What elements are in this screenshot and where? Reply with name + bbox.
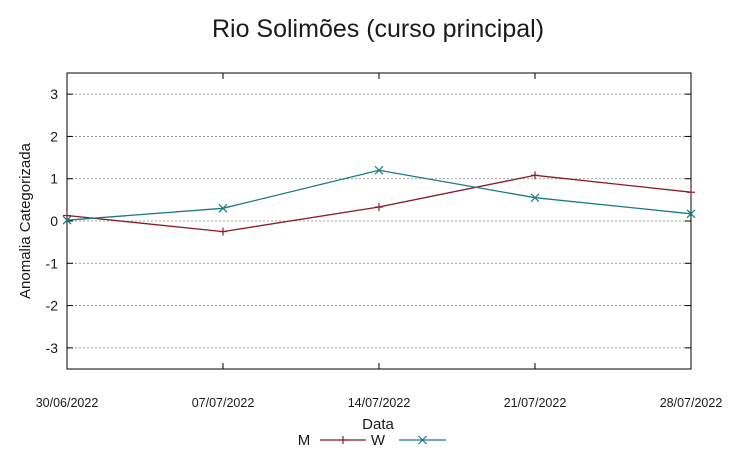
x-tick-label: 14/07/2022 [348, 396, 411, 410]
data-point-w [62, 215, 72, 225]
y-axis-label: Anomalia Categorizada [17, 142, 34, 299]
chart-title: Rio Solimões (curso principal) [212, 15, 544, 43]
data-point-w [218, 203, 228, 213]
x-tick-label: 07/07/2022 [192, 396, 255, 410]
data-point-m [687, 188, 695, 197]
y-tick-label: -2 [46, 298, 59, 314]
x-axis: 30/06/2022 07/07/2022 14/07/2022 21/07/2022… [36, 73, 723, 410]
data-point-w [530, 193, 540, 203]
data-point-m [531, 171, 539, 180]
x-tick-label: 30/06/2022 [36, 396, 99, 410]
x-tick-label: 28/07/2022 [660, 396, 723, 410]
series-group [62, 165, 696, 236]
y-tick-label: 2 [50, 128, 58, 144]
data-point-m [219, 227, 227, 236]
y-tick-label: -3 [46, 340, 59, 356]
data-point-m [63, 211, 71, 220]
x-axis-label: Data [362, 416, 394, 433]
y-tick-label: 3 [50, 86, 58, 102]
data-point-m [375, 203, 383, 212]
data-point-w [686, 209, 696, 219]
y-tick-label: -1 [46, 255, 59, 271]
legend-marker-m [339, 436, 347, 444]
data-point-w [374, 165, 384, 175]
y-tick-label: 0 [50, 213, 58, 229]
grid [67, 93, 691, 349]
legend-marker-w [418, 435, 427, 445]
legend-label-w: W [371, 432, 386, 449]
y-tick-label: 1 [50, 171, 58, 187]
x-tick-label: 21/07/2022 [504, 396, 567, 410]
y-axis: -3 -2 -1 0 1 2 3 [46, 86, 691, 356]
legend-label-m: M [298, 432, 311, 449]
series-line-w [66, 169, 692, 221]
